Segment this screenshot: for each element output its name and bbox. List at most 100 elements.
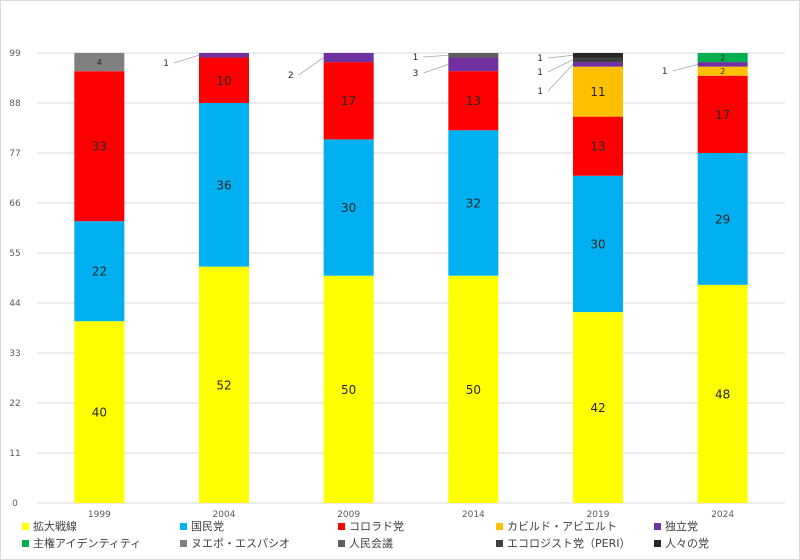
y-tick-label: 22: [9, 399, 20, 409]
leader-line: [547, 64, 574, 92]
bar-segment: [697, 153, 748, 285]
data-label: 4: [97, 58, 102, 67]
leader-line: [423, 63, 449, 74]
leader-line: [672, 63, 698, 72]
data-label: 17: [341, 94, 356, 108]
bar-segment: [573, 175, 623, 313]
chart-legend: 拡大戦線 国民党 コロラド党 カビルド・アビエルト 独立党主権アイデンティティ ヌエボ・エ…: [22, 519, 782, 550]
y-tick-label: 33: [9, 349, 20, 359]
bar-segment: [573, 66, 623, 117]
legend-item: 人民会議: [338, 536, 496, 550]
y-tick-label: 55: [9, 249, 20, 259]
bar-segment: [199, 57, 249, 103]
bar-segment: [697, 53, 748, 63]
legend-swatch: [338, 539, 345, 547]
bar-segment: [199, 53, 249, 58]
data-label: 2: [720, 54, 725, 63]
bar-segment: [573, 116, 623, 176]
legend-item: 主権アイデンティティ: [22, 536, 180, 550]
data-label: 40: [92, 406, 107, 420]
bar-segment: [573, 57, 623, 63]
legend-swatch: [496, 522, 503, 530]
leader-line: [423, 54, 449, 58]
leader-line: [547, 59, 574, 73]
legend-label: コロラド党: [349, 520, 404, 533]
data-label: 2: [720, 67, 725, 76]
legend-item: ヌエボ・エスパシオ: [180, 536, 338, 550]
legend-label: ヌエボ・エスパシオ: [191, 537, 290, 550]
legend-swatch: [22, 539, 29, 547]
bar-segment: [448, 57, 499, 72]
legend-item: コロラド党: [338, 519, 496, 533]
legend-item: エコロジスト党（PERI）: [496, 536, 654, 550]
data-label: 50: [466, 383, 481, 397]
legend-item: 拡大戦線: [22, 519, 180, 533]
data-label-outside: 3: [413, 69, 419, 79]
bar-segment: [323, 139, 374, 276]
data-label-outside: 2: [288, 71, 294, 81]
legend-label: エコロジスト党（PERI）: [507, 537, 631, 550]
x-tick-label: 2004: [213, 510, 236, 520]
legend-swatch: [180, 539, 187, 547]
data-label: 50: [341, 383, 356, 397]
bar-segment: [573, 62, 623, 67]
leader-line: [173, 54, 200, 64]
data-label: 52: [216, 378, 231, 392]
legend-label: カビルド・アビエルト: [507, 520, 617, 533]
y-tick-label: 11: [9, 449, 20, 459]
bar-segment: [74, 321, 125, 503]
legend-label: 人々の党: [665, 537, 709, 550]
bar-segment: [448, 130, 499, 276]
y-tick-label: 88: [9, 99, 21, 109]
bar-segment: [199, 266, 249, 503]
legend-label: 拡大戦線: [33, 520, 77, 533]
x-tick-label: 2014: [462, 510, 485, 520]
data-label: 29: [715, 212, 730, 226]
bar-segment: [448, 53, 499, 58]
legend-label: 主権アイデンティティ: [33, 537, 142, 550]
bar-segment: [448, 71, 499, 131]
data-label-outside: 1: [163, 59, 169, 69]
legend-label: 人民会議: [349, 537, 393, 550]
data-label-outside: 1: [413, 53, 419, 63]
legend-item: カビルド・アビエルト: [496, 519, 654, 533]
legend-swatch: [338, 522, 345, 530]
data-label: 13: [590, 140, 605, 154]
x-tick-label: 2019: [587, 510, 610, 520]
bar-segment: [74, 53, 125, 72]
data-label-outside: 1: [537, 87, 543, 97]
legend-label: 国民党: [191, 520, 224, 533]
legend-item: 国民党: [180, 519, 338, 533]
x-tick-label: 2009: [337, 510, 360, 520]
data-label: 10: [216, 74, 231, 88]
legend-swatch: [654, 522, 661, 530]
bar-segment: [323, 275, 374, 503]
data-label: 42: [590, 401, 605, 415]
bar-segment: [323, 62, 374, 140]
y-tick-label: 66: [9, 199, 21, 209]
bar-segment: [697, 62, 748, 67]
x-tick-label: 2024: [711, 510, 734, 520]
legend-item: 独立党: [654, 519, 782, 533]
data-label-outside: 1: [662, 67, 668, 77]
legend-swatch: [496, 539, 503, 547]
data-label: 17: [715, 108, 730, 122]
data-label: 22: [92, 265, 107, 279]
data-label: 30: [341, 201, 356, 215]
data-label-outside: 1: [537, 68, 543, 78]
legend-label: 独立党: [665, 520, 698, 533]
bar-segment: [573, 53, 623, 58]
legend-swatch: [654, 539, 661, 547]
bar-segment: [199, 103, 249, 267]
y-tick-label: 99: [9, 49, 21, 59]
data-label: 33: [92, 140, 107, 154]
y-tick-label: 77: [9, 149, 20, 159]
bar-segment: [74, 71, 125, 222]
y-tick-label: 0: [12, 499, 18, 509]
bar-segment: [697, 75, 748, 153]
data-label: 36: [216, 178, 231, 192]
data-label: 30: [590, 237, 605, 251]
bar-segment: [573, 312, 623, 503]
data-label: 11: [590, 85, 605, 99]
